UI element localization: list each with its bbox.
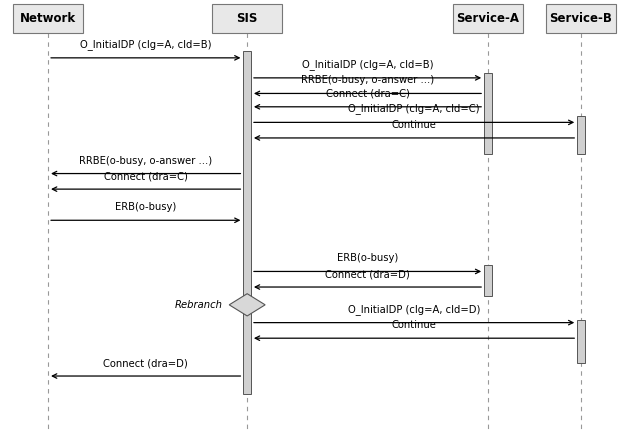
Text: O_InitialDP (clg=A, cld=B): O_InitialDP (clg=A, cld=B)	[302, 59, 433, 70]
FancyBboxPatch shape	[546, 4, 616, 33]
Text: Connect (dra=C): Connect (dra=C)	[104, 171, 187, 181]
Text: O_InitialDP (clg=A, cld=D): O_InitialDP (clg=A, cld=D)	[348, 303, 480, 315]
FancyBboxPatch shape	[453, 4, 523, 33]
Text: SIS: SIS	[236, 12, 258, 25]
FancyBboxPatch shape	[212, 4, 282, 33]
Text: Service-B: Service-B	[550, 12, 612, 25]
FancyBboxPatch shape	[13, 4, 83, 33]
Text: Service-A: Service-A	[456, 12, 519, 25]
Bar	[484, 73, 492, 154]
Polygon shape	[229, 294, 265, 316]
Text: O_InitialDP (clg=A, cld=C): O_InitialDP (clg=A, cld=C)	[349, 103, 480, 114]
Text: ERB(o-busy): ERB(o-busy)	[115, 202, 177, 212]
Bar	[577, 320, 585, 363]
Bar	[577, 116, 585, 154]
Text: Continue: Continue	[392, 120, 437, 130]
Text: ERB(o-busy): ERB(o-busy)	[337, 254, 398, 263]
Text: Connect (dra=D): Connect (dra=D)	[325, 269, 410, 279]
Text: RRBE(o-busy, o-answer ...): RRBE(o-busy, o-answer ...)	[79, 156, 213, 166]
Bar	[484, 265, 492, 296]
Text: Continue: Continue	[392, 320, 437, 330]
Text: Connect (dra=D): Connect (dra=D)	[103, 358, 188, 368]
Text: Network: Network	[20, 12, 76, 25]
Text: Connect (dra=C): Connect (dra=C)	[325, 89, 410, 99]
Text: Rebranch: Rebranch	[175, 300, 223, 310]
Bar	[243, 51, 251, 305]
Text: O_InitialDP (clg=A, cld=B): O_InitialDP (clg=A, cld=B)	[80, 39, 211, 50]
Text: RRBE(o-busy, o-answer ...): RRBE(o-busy, o-answer ...)	[301, 76, 434, 85]
Bar	[243, 305, 251, 394]
